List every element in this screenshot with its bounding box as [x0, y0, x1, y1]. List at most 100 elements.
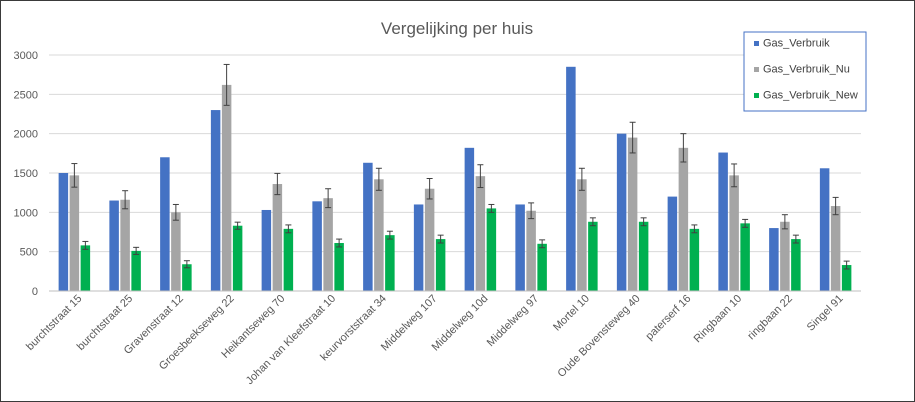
error-bar — [426, 178, 433, 200]
bar-gas-verbruik-nu — [171, 212, 181, 291]
bar-gas-verbruik-new — [334, 243, 344, 291]
chart-title: Vergelijking per huis — [381, 19, 533, 38]
bar-gas-verbruik-nu — [221, 84, 232, 291]
bar-gas-verbruik — [413, 204, 424, 291]
error-bar — [691, 224, 698, 234]
error-bar — [742, 218, 749, 228]
error-bar — [172, 203, 179, 221]
bar-gas-verbruik-new — [486, 208, 497, 291]
bar-gas-verbruik-nu — [374, 179, 384, 291]
bar-gas-verbruik-new — [80, 245, 91, 291]
x-tick-label: Mortel 10 — [551, 293, 592, 334]
bar-gas-verbruik-nu — [323, 198, 333, 291]
bar-gas-verbruik-new — [740, 223, 750, 291]
error-bar — [578, 167, 585, 191]
bar-gas-verbruik — [160, 157, 170, 291]
bar-gas-verbruik-nu — [475, 176, 486, 291]
x-tick-label: Singel 91 — [805, 293, 846, 334]
error-bar — [183, 260, 190, 269]
error-bar — [832, 196, 839, 216]
y-tick-label: 500 — [20, 247, 38, 259]
bar-gas-verbruik-nu — [272, 184, 283, 291]
y-axis: 0 500 1000 1500 2000 2500 3000 — [14, 50, 38, 298]
bar-gas-verbruik-new — [588, 221, 598, 291]
bar-gas-verbruik-nu — [627, 137, 638, 291]
y-tick-label: 2000 — [14, 129, 38, 141]
bar-gas-verbruik-new — [537, 243, 547, 291]
bar-gas-verbruik-nu — [120, 199, 130, 291]
bar-gas-verbruik-new — [841, 265, 852, 291]
y-tick-label: 1000 — [14, 207, 38, 219]
bar-gas-verbruik — [58, 173, 69, 291]
y-tick-label: 3000 — [14, 50, 38, 62]
bar-gas-verbruik — [515, 204, 525, 291]
legend-label: Gas_Verbruik — [763, 38, 830, 50]
x-tick-label: Johan van Kleefstraat 10 — [244, 293, 339, 388]
bar-gas-verbruik — [819, 168, 830, 291]
bar-gas-verbruik — [464, 147, 475, 291]
error-bar — [629, 121, 636, 154]
bar-gas-verbruik-new — [283, 228, 294, 291]
legend-swatch — [754, 67, 759, 72]
bar-gas-verbruik-nu — [830, 206, 841, 291]
legend-label: Gas_Verbruik_New — [763, 90, 858, 102]
error-bar — [437, 234, 444, 244]
legend: Gas_Verbruik Gas_Verbruik_Nu Gas_Verbruik_… — [743, 31, 867, 112]
bar-gas-verbruik-new — [435, 239, 446, 291]
error-bar — [82, 240, 89, 250]
error-bar — [680, 133, 687, 163]
error-bar — [386, 230, 393, 240]
legend-swatch — [754, 93, 759, 98]
x-tick-label: Oude Bovensteweg 40 — [556, 293, 643, 380]
error-bar — [640, 217, 647, 227]
error-bar — [71, 163, 78, 188]
error-bar — [122, 190, 129, 210]
bar-gas-verbruik-new — [131, 250, 141, 291]
bar-gas-verbruik-nu — [69, 175, 80, 291]
bar-gas-verbruik — [616, 133, 627, 291]
gridlines — [49, 54, 861, 292]
bar-gas-verbruik — [363, 162, 373, 291]
error-bar — [539, 239, 546, 249]
bar-gas-verbruik-nu — [424, 188, 435, 291]
bar-gas-verbruik — [261, 209, 272, 291]
error-bar — [488, 203, 495, 213]
bar-gas-verbruik-nu — [577, 179, 587, 291]
error-bar — [528, 202, 535, 220]
error-bar — [223, 63, 230, 106]
bar-gas-verbruik — [718, 152, 728, 291]
legend-box — [743, 31, 867, 112]
bar-gas-verbruik-new — [638, 221, 649, 291]
x-tick-label: paterserf 16 — [644, 293, 694, 343]
legend-swatch — [754, 41, 759, 46]
error-bar — [234, 221, 241, 230]
error-bar — [133, 246, 140, 255]
bar-gas-verbruik-new — [385, 235, 395, 291]
error-bar — [589, 217, 596, 227]
y-tick-label: 2500 — [14, 89, 38, 101]
bar-gas-verbruik — [312, 201, 322, 291]
bar-gas-verbruik-nu — [780, 221, 790, 291]
error-bar — [792, 234, 799, 244]
bar-gas-verbruik-new — [182, 264, 192, 291]
y-tick-label: 1500 — [14, 168, 38, 180]
error-bar — [477, 164, 484, 189]
error-bar — [731, 163, 738, 188]
bar-gas-verbruik-new — [232, 225, 243, 291]
error-bar — [325, 188, 332, 209]
bar-gas-verbruik — [769, 228, 779, 291]
error-bar — [336, 238, 343, 248]
error-bar — [375, 167, 382, 191]
bar-gas-verbruik-nu — [526, 210, 536, 291]
legend-label: Gas_Verbruik_Nu — [763, 64, 850, 76]
bar-gas-verbruik — [667, 196, 678, 291]
bar-gas-verbruik-new — [689, 228, 700, 291]
error-bar — [274, 172, 281, 196]
bar-gas-verbruik-nu — [729, 175, 739, 291]
y-tick-label: 0 — [32, 286, 38, 298]
bar-gas-verbruik-new — [791, 239, 801, 291]
x-tick-label: Middelweg 97 — [485, 293, 541, 349]
